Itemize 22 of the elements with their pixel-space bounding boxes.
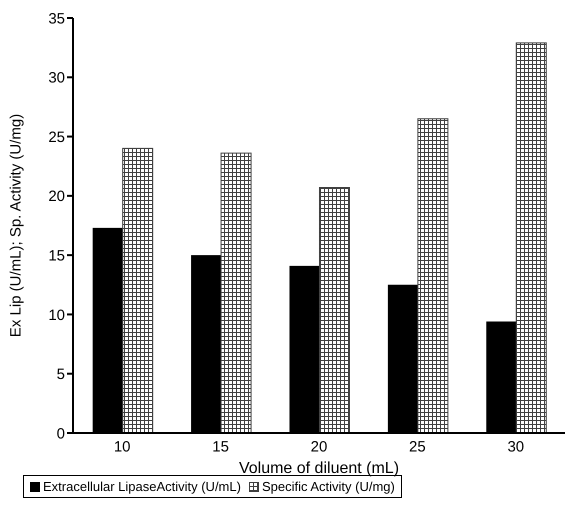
bar (318, 187, 350, 433)
legend-label: Specific Activity (U/mg) (262, 479, 395, 494)
bar (220, 152, 252, 433)
x-axis-title: Volume of diluent (mL) (238, 460, 400, 477)
y-tick-label: 20 (48, 188, 65, 206)
x-tick-label: 10 (114, 438, 131, 456)
y-tick-label: 25 (48, 128, 65, 146)
y-tick-label: 10 (48, 306, 65, 324)
y-tick-label: 0 (56, 425, 65, 442)
y-tick-label: 5 (56, 366, 65, 384)
y-tick-label: 15 (48, 247, 65, 264)
y-axis-title: Ex Lip (U/mL); Sp. Activity (U/mg) (7, 114, 24, 338)
y-tick-label: 30 (48, 70, 65, 87)
bar (122, 148, 154, 433)
bar (417, 118, 448, 433)
x-tick-label: 20 (310, 438, 328, 456)
x-tick-label: 30 (507, 438, 524, 456)
bar (516, 42, 547, 433)
y-tick-label: 35 (48, 10, 65, 28)
x-tick-label: 15 (212, 438, 229, 456)
x-tick-label: 25 (409, 438, 426, 456)
legend-label: Extracellular LipaseActivity (U/mL) (43, 479, 241, 494)
